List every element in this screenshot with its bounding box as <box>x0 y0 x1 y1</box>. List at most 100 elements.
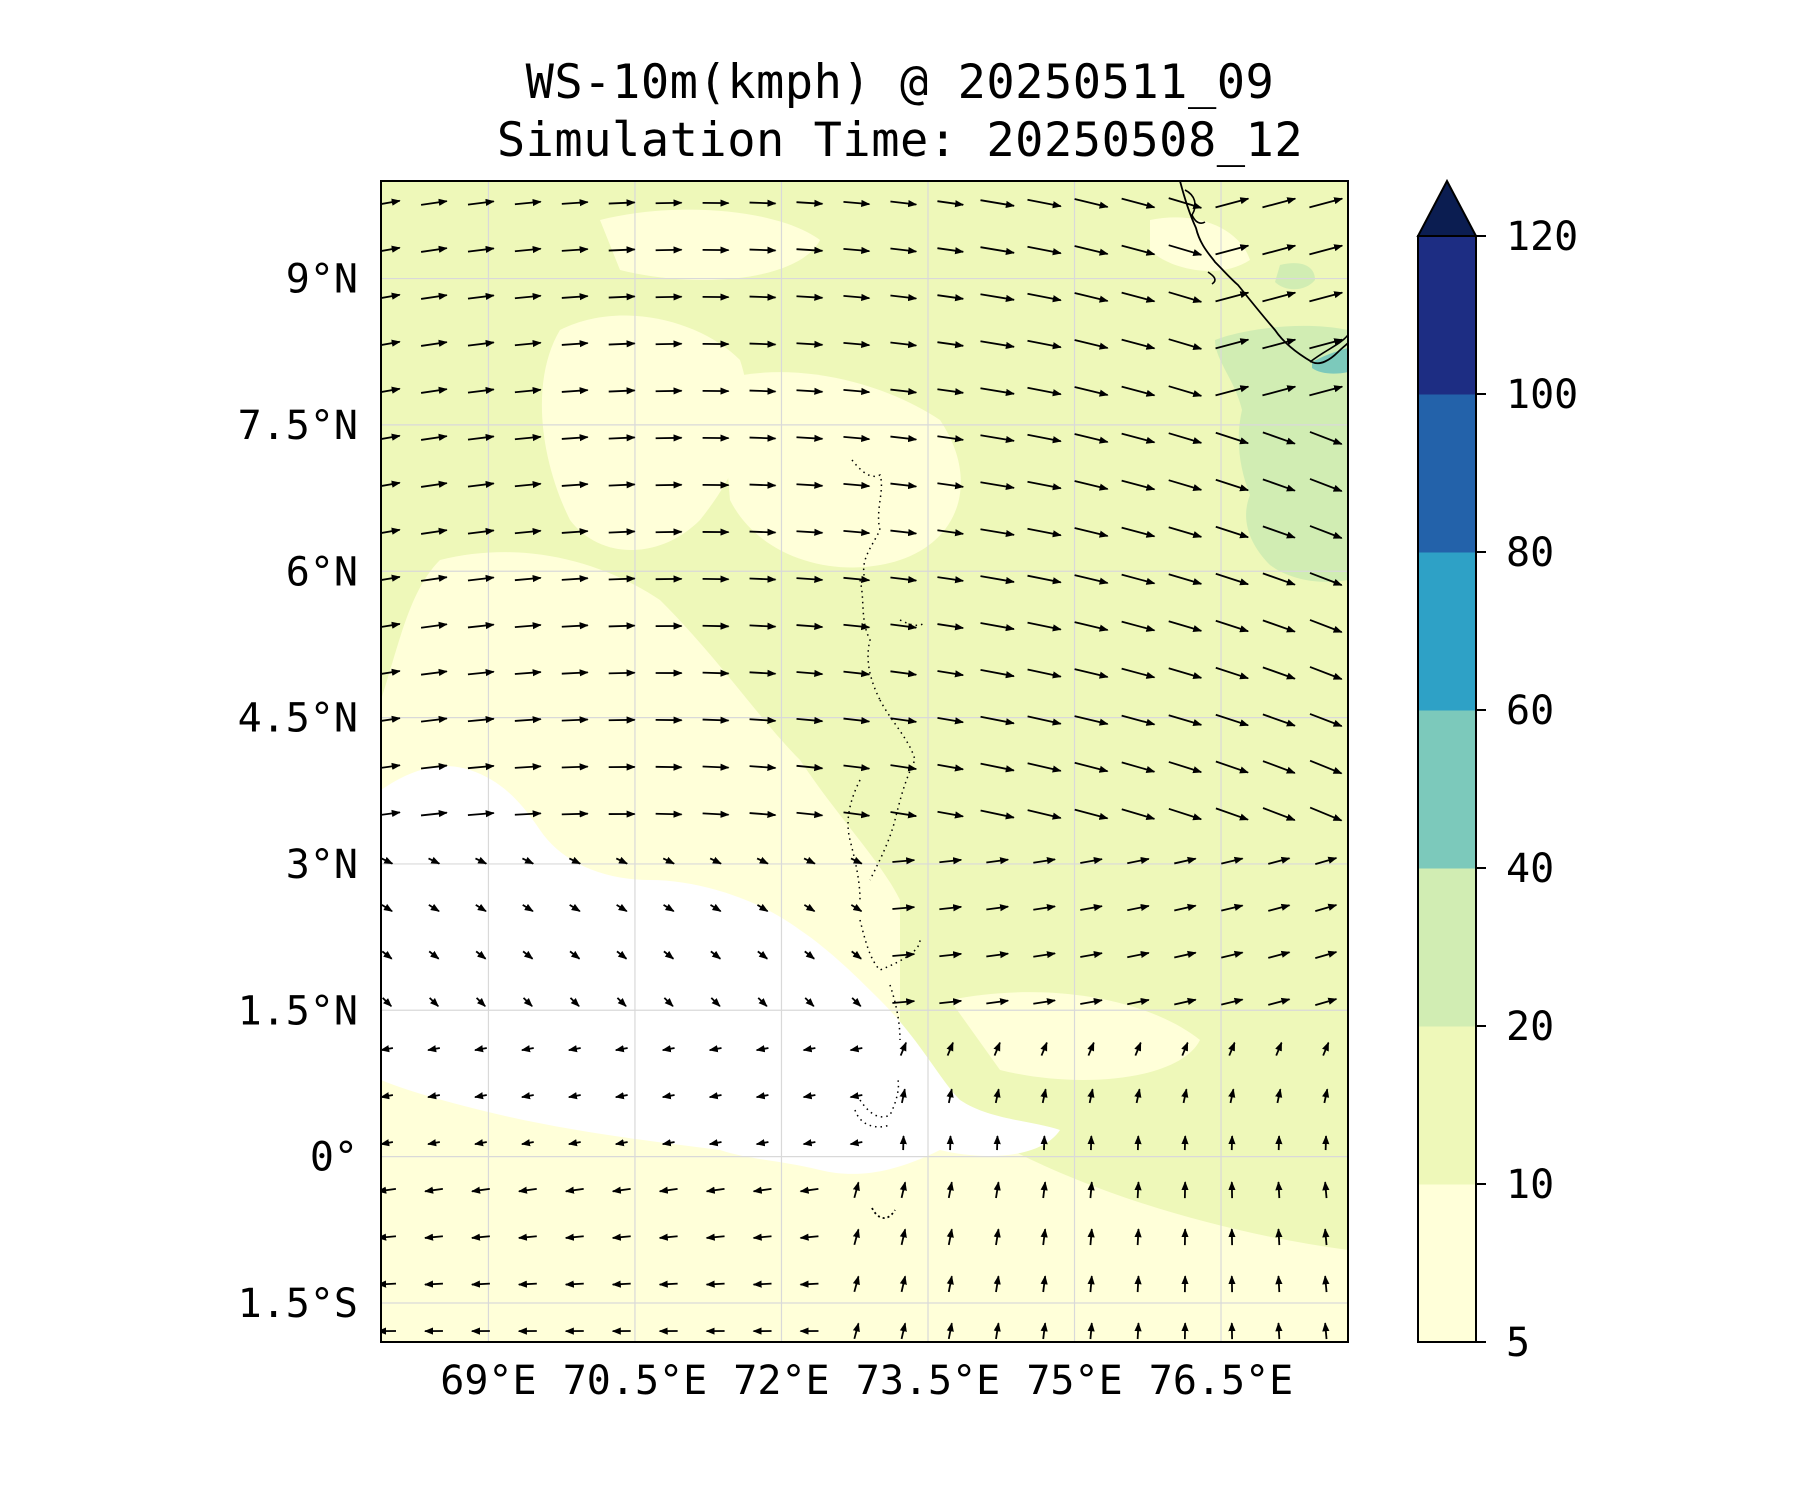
wind-vector <box>608 387 636 395</box>
lon-tick-label: 70.5°E <box>563 1358 708 1404</box>
wind-vector <box>804 997 815 1007</box>
wind-vector <box>661 1139 675 1147</box>
lat-tick-label: 7.5°N <box>238 403 358 449</box>
wind-vector <box>1074 621 1109 632</box>
wind-vector <box>1121 432 1156 444</box>
wind-vector <box>615 856 628 865</box>
wind-vector <box>843 387 871 396</box>
wind-vector <box>1134 1275 1142 1293</box>
wind-vector <box>381 903 393 912</box>
wind-vector <box>1215 572 1249 586</box>
wind-vector <box>980 293 1015 303</box>
wind-vector <box>946 1041 954 1056</box>
wind-vector <box>993 1181 1001 1199</box>
wind-vector <box>381 433 401 441</box>
wind-vector <box>561 293 589 301</box>
wind-vector <box>796 246 824 254</box>
wind-vector <box>561 528 589 536</box>
wind-vector <box>890 717 918 725</box>
wind-vector <box>608 528 636 536</box>
wind-vector <box>1074 668 1109 679</box>
wind-vector <box>799 1280 819 1288</box>
wind-vector <box>937 670 965 678</box>
wind-vector <box>755 1139 769 1147</box>
wind-vector <box>1040 1041 1048 1056</box>
wind-vector <box>752 1280 772 1288</box>
wind-vector <box>381 762 401 770</box>
wind-vector <box>1309 338 1344 350</box>
wind-vector <box>561 763 589 771</box>
wind-vector <box>899 1322 907 1340</box>
wind-vector <box>564 1280 584 1288</box>
wind-vector <box>1174 997 1197 1006</box>
wind-vector <box>1121 573 1156 585</box>
wind-vector <box>1168 338 1203 350</box>
wind-vector <box>1215 760 1249 774</box>
wind-vector <box>796 810 824 819</box>
wind-vector <box>1174 903 1197 912</box>
wind-vector <box>796 340 824 348</box>
wind-vector <box>939 998 963 1006</box>
wind-vector <box>569 950 581 960</box>
wind-vector <box>843 669 871 678</box>
wind-vector <box>1087 1088 1095 1104</box>
wind-vector <box>755 1092 769 1100</box>
wind-vector <box>1262 431 1296 445</box>
wind-vector <box>804 950 815 960</box>
wind-vector <box>1215 666 1249 680</box>
wind-vector <box>890 246 918 255</box>
wind-vector <box>467 386 495 394</box>
wind-vector <box>993 1088 1001 1104</box>
wind-vector <box>710 997 721 1007</box>
wind-vector <box>424 1186 443 1194</box>
wind-vector <box>803 856 816 865</box>
wind-vector <box>611 1186 631 1194</box>
wind-vector <box>852 1322 860 1340</box>
wind-vector <box>946 1322 954 1340</box>
wind-vector <box>1221 903 1244 912</box>
wind-vector <box>662 856 675 865</box>
wind-vector <box>467 810 495 818</box>
wind-vector <box>658 1233 678 1241</box>
wind-vector <box>1168 291 1203 303</box>
wind-vector <box>1121 761 1156 773</box>
colorbar-tick-label: 5 <box>1506 1320 1530 1366</box>
lon-tick-label: 75°E <box>1026 1358 1122 1404</box>
wind-vector <box>467 574 495 583</box>
wind-vector <box>1268 950 1291 959</box>
wind-vector <box>1087 1228 1095 1246</box>
wind-vector <box>1315 856 1338 865</box>
field-below-5-patch <box>381 955 500 997</box>
wind-vector <box>946 1228 954 1246</box>
wind-vector <box>843 811 871 819</box>
wind-vector <box>937 200 965 208</box>
wind-vector <box>561 481 589 489</box>
wind-vector <box>614 1045 628 1053</box>
wind-vector <box>1168 620 1203 633</box>
wind-vector <box>1027 715 1062 726</box>
addu-atoll <box>871 1207 896 1219</box>
wind-vector <box>749 669 777 677</box>
wind-vector <box>1262 385 1297 397</box>
wind-vector <box>843 199 871 208</box>
wind-vector <box>381 245 401 253</box>
chart-title-line1: WS-10m(kmph) @ 20250511_09 <box>525 55 1275 110</box>
wind-vector <box>1080 951 1103 959</box>
wind-vector <box>708 1045 722 1053</box>
wind-vector <box>514 339 542 348</box>
wind-vector <box>561 199 589 207</box>
wind-vector <box>1262 713 1296 727</box>
wind-vector <box>1168 385 1203 397</box>
wind-vector <box>475 856 488 865</box>
wind-vector <box>428 903 440 912</box>
wind-vector <box>980 575 1015 585</box>
wind-vector <box>1262 197 1297 209</box>
wind-vector <box>522 903 534 912</box>
wind-vector <box>1027 621 1062 632</box>
wind-vector <box>1168 667 1203 680</box>
wind-vector <box>564 1233 584 1241</box>
wind-vector <box>420 809 448 818</box>
wind-vector <box>899 1181 907 1199</box>
colorbar: 5 10 20 40 60 80 100 120 <box>1416 178 1578 1366</box>
